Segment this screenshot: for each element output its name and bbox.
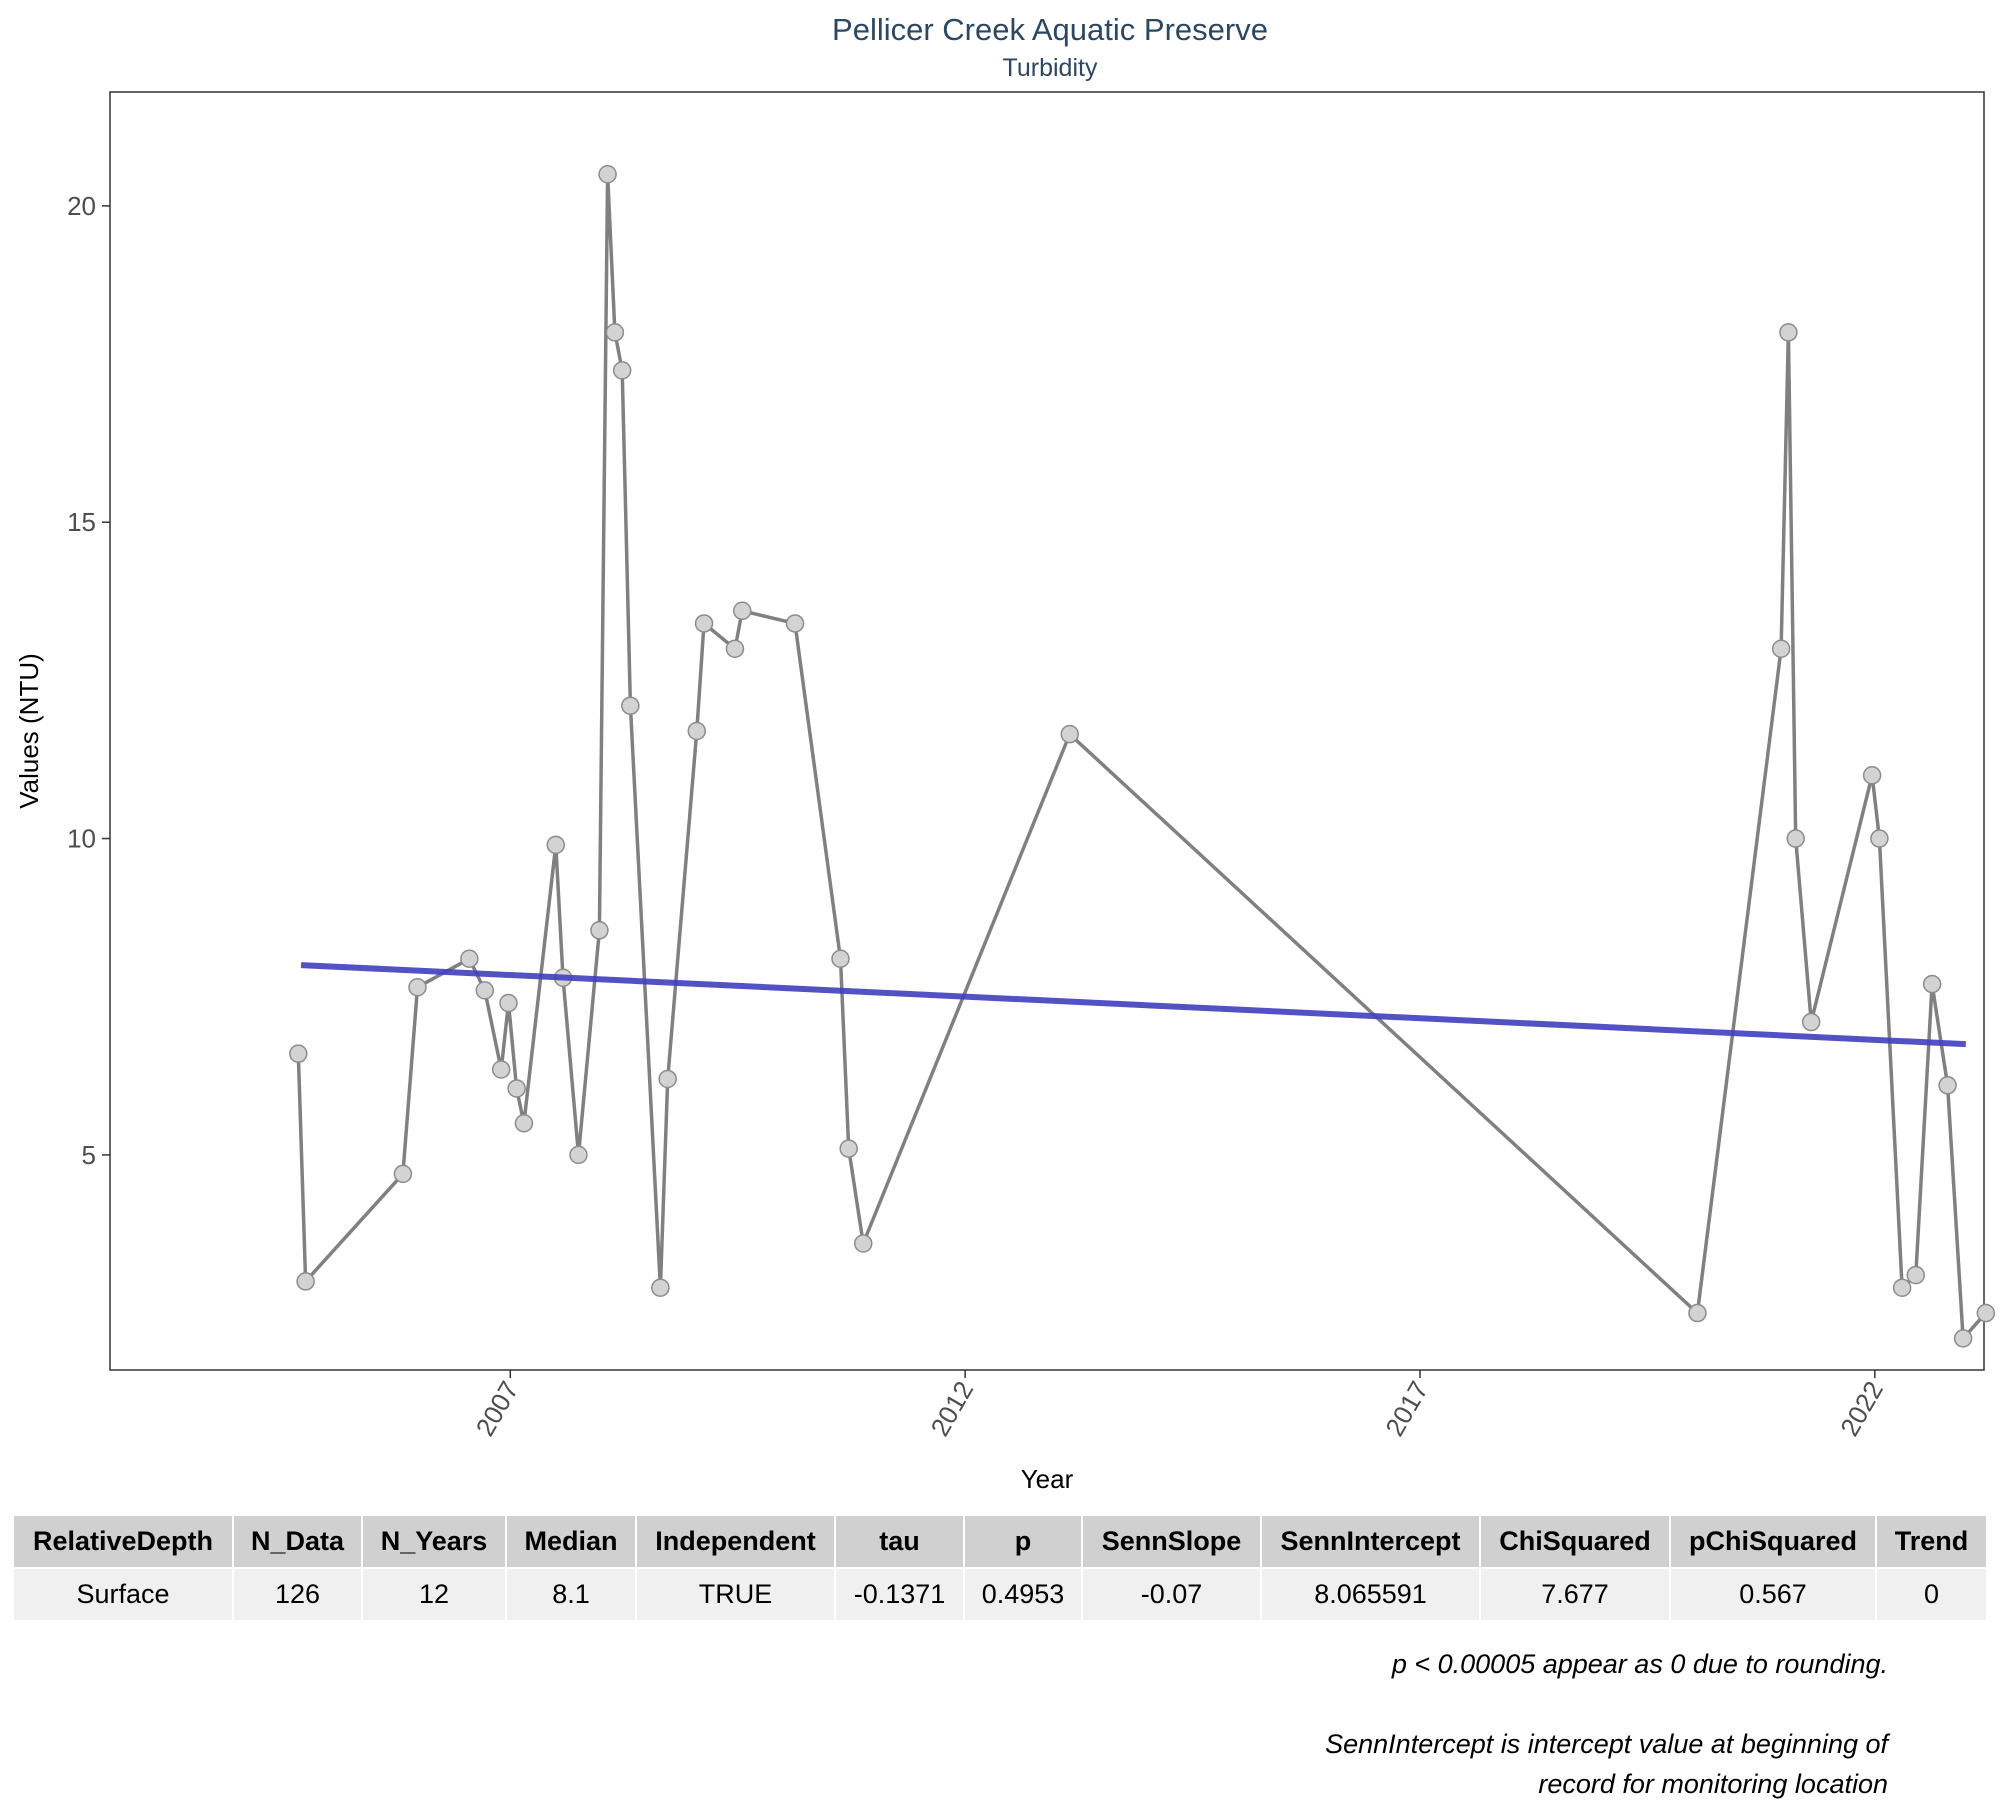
table-header-cell: p <box>964 1516 1083 1568</box>
table-cell: TRUE <box>636 1567 836 1620</box>
table-cell: 0.4953 <box>964 1567 1083 1620</box>
x-tick-label: 2017 <box>1379 1376 1434 1441</box>
table-cell: 0 <box>1876 1567 1986 1620</box>
table-header-cell: ChiSquared <box>1480 1516 1671 1568</box>
data-point <box>831 949 850 969</box>
y-tick-label: 10 <box>67 824 96 854</box>
data-point <box>1906 1265 1926 1285</box>
footnote-senn-intercept-line1: SennIntercept is intercept value at begi… <box>1325 1729 1888 1759</box>
table-cell: -0.1371 <box>835 1567 965 1620</box>
data-point <box>658 1069 677 1089</box>
table-header-row: RelativeDepth N_Data N_Years Median Inde… <box>14 1516 1986 1568</box>
table-cell: 8.1 <box>506 1567 637 1620</box>
table-header-cell: N_Years <box>362 1516 507 1568</box>
table-header-cell: Median <box>506 1516 637 1568</box>
y-axis: 5 10 15 20 <box>67 191 110 1170</box>
series-line <box>296 172 1988 1341</box>
data-point <box>1779 323 1798 342</box>
x-axis-title: Year <box>1021 1464 1074 1494</box>
data-series <box>289 164 1996 1348</box>
y-tick-label: 5 <box>82 1140 96 1170</box>
data-point <box>839 1139 858 1158</box>
data-point <box>289 1044 308 1063</box>
y-tick-label: 15 <box>67 507 96 537</box>
data-point <box>785 614 805 633</box>
data-point <box>393 1164 413 1184</box>
footnote-rounding: p < 0.00005 appear as 0 due to rounding. <box>1391 1649 1888 1679</box>
data-point <box>1688 1303 1707 1323</box>
data-point <box>1060 724 1079 744</box>
table-cell: 0.567 <box>1670 1567 1877 1620</box>
data-point <box>569 1145 588 1165</box>
data-point <box>546 835 566 855</box>
table-header-cell: tau <box>835 1516 965 1568</box>
data-point <box>460 949 479 969</box>
data-point <box>1953 1329 1973 1348</box>
data-point <box>1786 829 1805 848</box>
chart-title: Pellicer Creek Aquatic Preserve <box>832 12 1268 47</box>
table-header-cell: RelativeDepth <box>14 1516 234 1568</box>
data-point <box>1870 829 1889 848</box>
y-axis-title: Values (NTU) <box>14 653 44 809</box>
trend-layer <box>300 962 1966 1048</box>
x-tick-label: 2022 <box>1834 1376 1889 1441</box>
data-point <box>1862 766 1882 785</box>
data-point <box>694 614 714 633</box>
data-point <box>725 639 745 659</box>
table-header-cell: N_Data <box>233 1516 363 1568</box>
data-point <box>296 1272 315 1291</box>
table-header-cell: SennIntercept <box>1261 1516 1481 1568</box>
table-cell: 126 <box>233 1567 363 1620</box>
table-cell: 8.065591 <box>1261 1567 1481 1620</box>
data-point <box>1771 639 1791 659</box>
table-header-cell: Independent <box>636 1516 836 1568</box>
table-cell: 7.677 <box>1480 1567 1671 1620</box>
table-cell: 12 <box>362 1567 507 1620</box>
y-tick-label: 20 <box>67 191 96 221</box>
table-cell: -0.07 <box>1082 1567 1262 1620</box>
data-point <box>408 977 427 997</box>
trend-line <box>300 962 1966 1048</box>
data-point <box>621 696 640 715</box>
table-header-cell: SennSlope <box>1082 1516 1262 1568</box>
data-point <box>1801 1012 1821 1032</box>
plot-panel <box>109 91 1985 1371</box>
chart-subtitle: Turbidity <box>1003 54 1098 82</box>
data-point <box>687 721 707 741</box>
data-point <box>853 1234 873 1253</box>
table-row: Surface 126 12 8.1 TRUE -0.1371 0.4953 -… <box>14 1567 1986 1620</box>
data-point <box>499 993 518 1013</box>
table-header-cell: pChiSquared <box>1670 1516 1877 1568</box>
data-point <box>612 361 632 380</box>
data-point <box>1938 1076 1957 1095</box>
table-cell: Surface <box>14 1567 234 1620</box>
stats-table: RelativeDepth N_Data N_Years Median Inde… <box>14 1516 1986 1620</box>
data-point <box>475 981 495 1000</box>
chart: Pellicer Creek Aquatic Preserve Turbidit… <box>14 12 1996 1494</box>
data-point <box>590 921 609 940</box>
data-point <box>605 323 625 342</box>
data-point <box>1892 1278 1912 1298</box>
data-point <box>514 1114 534 1133</box>
data-point <box>732 601 752 621</box>
data-point <box>1922 974 1942 994</box>
data-point <box>491 1060 511 1079</box>
x-axis: 2007 2012 2017 2022 <box>470 1370 1889 1441</box>
x-tick-label: 2007 <box>470 1376 525 1441</box>
table-header-cell: Trend <box>1876 1516 1986 1568</box>
x-tick-label: 2012 <box>924 1376 979 1441</box>
footnote-senn-intercept-line2: record for monitoring location <box>1538 1769 1888 1799</box>
data-point <box>507 1079 526 1098</box>
data-point <box>1976 1303 1996 1323</box>
data-point <box>598 164 617 184</box>
data-point <box>651 1278 670 1298</box>
